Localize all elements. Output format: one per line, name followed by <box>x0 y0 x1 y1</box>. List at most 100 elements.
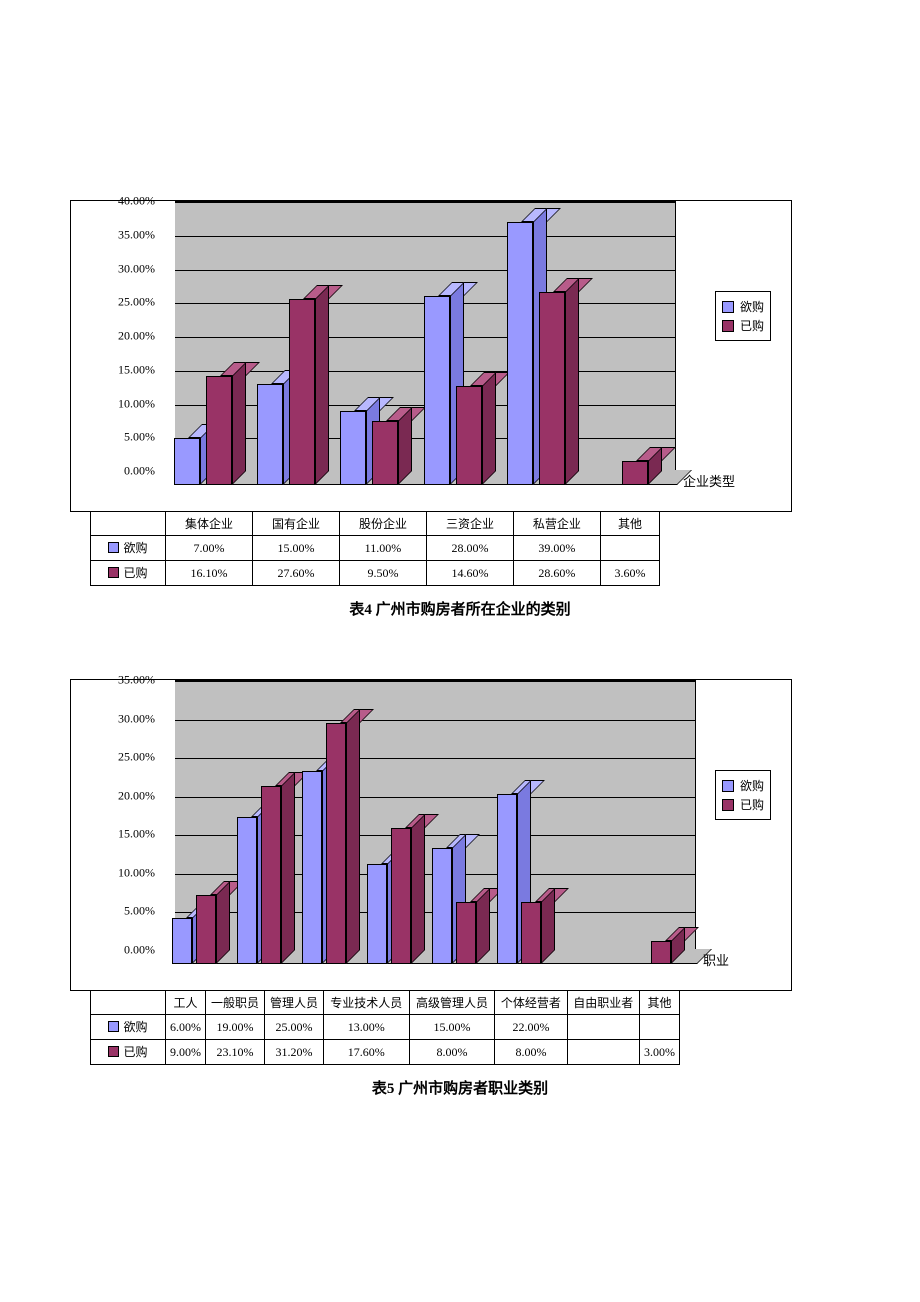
row-swatch-icon <box>108 567 119 578</box>
table-col-header: 其他 <box>600 512 659 536</box>
table-cell: 13.00% <box>323 1015 409 1040</box>
chart1-bar <box>174 438 200 485</box>
row-swatch-icon <box>108 1046 119 1057</box>
table-col-header: 专业技术人员 <box>323 991 409 1015</box>
table-cell: 6.00% <box>166 1015 206 1040</box>
chart2-bar <box>521 902 541 964</box>
table-row: 欲购7.00%15.00%11.00%28.00%39.00% <box>91 536 660 561</box>
chart1-ytick-label: 0.00% <box>124 464 161 479</box>
table-row-header: 已购 <box>91 1040 166 1065</box>
table-corner <box>91 512 166 536</box>
legend-swatch-icon <box>722 301 734 313</box>
table-row-header: 欲购 <box>91 1015 166 1040</box>
table-col-header: 管理人员 <box>265 991 324 1015</box>
table-cell: 11.00% <box>339 536 426 561</box>
chart1-bar <box>206 376 232 485</box>
chart1-block: 0.00% 5.00% 10.00% 15.00% 20.00% 25.00% 30.00%… <box>70 200 850 619</box>
series-name: 已购 <box>123 564 147 581</box>
chart2-bar <box>651 941 671 964</box>
chart1-ytick-label: 25.00% <box>118 295 161 310</box>
chart1-legend: 欲购已购 <box>715 291 771 341</box>
table-row: 已购16.10%27.60%9.50%14.60%28.60%3.60% <box>91 561 660 586</box>
table-row: 欲购 6.00%19.00%25.00%13.00%15.00%22.00% <box>91 1015 680 1040</box>
chart1-bar <box>372 421 398 485</box>
chart1-bar <box>340 411 366 485</box>
chart2-legend-item: 已购 <box>722 796 764 813</box>
chart2-bar <box>326 723 346 964</box>
chart1-bar <box>257 384 283 485</box>
chart1-bar <box>456 386 482 485</box>
chart1-bar <box>507 222 533 485</box>
legend-swatch-icon <box>722 320 734 332</box>
table-col-header: 股份企业 <box>339 512 426 536</box>
chart2-caption: 表5 广州市购房者职业类别 <box>70 1077 850 1098</box>
table-cell: 3.00% <box>639 1040 679 1065</box>
chart1-bar <box>424 296 450 485</box>
table-cell: 16.10% <box>166 561 253 586</box>
chart2-frame: 0.00%5.00%10.00%15.00%20.00%25.00%30.00%… <box>70 679 792 991</box>
chart2-ytick-label: 35.00% <box>118 673 161 688</box>
chart2-ytick-label: 30.00% <box>118 711 161 726</box>
table-cell: 8.00% <box>495 1040 567 1065</box>
table-col-header: 私营企业 <box>513 512 600 536</box>
chart2-legend-label: 已购 <box>740 796 764 813</box>
chart1-ytick-label: 30.00% <box>118 261 161 276</box>
table-cell: 25.00% <box>265 1015 324 1040</box>
chart2-ytick-label: 20.00% <box>118 788 161 803</box>
chart2-legend: 欲购已购 <box>715 770 771 820</box>
chart1-xaxis-title: 企业类型 <box>683 471 735 490</box>
table-cell: 31.20% <box>265 1040 324 1065</box>
chart1-ytick-label: 15.00% <box>118 362 161 377</box>
chart2-ytick-label: 10.00% <box>118 865 161 880</box>
row-swatch-icon <box>108 542 119 553</box>
table-col-header: 集体企业 <box>166 512 253 536</box>
chart1-gridline <box>175 202 675 203</box>
table-col-header: 工人 <box>166 991 206 1015</box>
table-cell: 19.00% <box>206 1015 265 1040</box>
chart1-data-table-wrap: 集体企业国有企业股份企业三资企业私营企业其他欲购7.00%15.00%11.00… <box>90 511 660 586</box>
chart1-ytick-label: 40.00% <box>118 194 161 209</box>
table-cell: 15.00% <box>409 1015 495 1040</box>
table-cell: 39.00% <box>513 536 600 561</box>
table-cell: 23.10% <box>206 1040 265 1065</box>
table-cell: 28.00% <box>426 536 513 561</box>
table-row-header: 已购 <box>91 561 166 586</box>
chart2-bar <box>391 828 411 964</box>
chart2-bar <box>237 817 257 964</box>
table-row: 集体企业国有企业股份企业三资企业私营企业其他 <box>91 512 660 536</box>
table-cell <box>567 1040 639 1065</box>
chart2-bar <box>432 848 452 964</box>
chart1-ytick-label: 10.00% <box>118 396 161 411</box>
table-corner <box>91 991 166 1015</box>
chart2-bar <box>261 786 281 964</box>
chart1-bars <box>161 215 661 485</box>
series-name: 欲购 <box>123 1018 147 1035</box>
chart2-block: 0.00%5.00%10.00%15.00%20.00%25.00%30.00%… <box>70 679 850 1098</box>
chart2-xaxis-title: 职业 <box>703 950 729 969</box>
chart1-bar <box>622 461 648 485</box>
chart1-ytick-label: 5.00% <box>124 430 161 445</box>
chart1-legend-item: 已购 <box>722 317 764 334</box>
table-col-header: 其他 <box>639 991 679 1015</box>
table-row: 已购9.00%23.10%31.20%17.60%8.00%8.00%3.00% <box>91 1040 680 1065</box>
chart2-legend-label: 欲购 <box>740 777 764 794</box>
table-cell: 8.00% <box>409 1040 495 1065</box>
chart1-frame: 0.00% 5.00% 10.00% 15.00% 20.00% 25.00% 30.00%… <box>70 200 792 512</box>
chart1-legend-label: 已购 <box>740 317 764 334</box>
chart2-data-table: 工人一般职员管理人员专业技术人员高级管理人员个体经营者自由职业者其他欲购6.00… <box>90 990 680 1065</box>
chart1-ytick-label: 20.00% <box>118 329 161 344</box>
table-cell: 9.50% <box>339 561 426 586</box>
table-cell: 14.60% <box>426 561 513 586</box>
table-cell: 15.00% <box>252 536 339 561</box>
table-col-header: 自由职业者 <box>567 991 639 1015</box>
chart2-legend-item: 欲购 <box>722 777 764 794</box>
chart1-bar <box>289 299 315 485</box>
table-cell: 3.60% <box>600 561 659 586</box>
table-col-header: 三资企业 <box>426 512 513 536</box>
table-cell <box>567 1015 639 1040</box>
table-col-header: 国有企业 <box>252 512 339 536</box>
table-cell: 17.60% <box>323 1040 409 1065</box>
chart2-ytick-label: 25.00% <box>118 750 161 765</box>
table-cell <box>600 536 659 561</box>
table-cell: 22.00% <box>495 1015 567 1040</box>
